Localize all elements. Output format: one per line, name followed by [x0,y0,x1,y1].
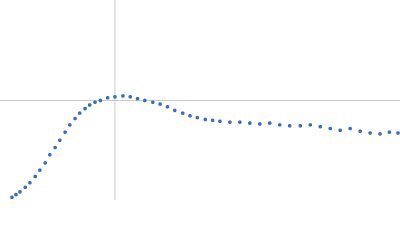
data-point [83,106,87,111]
data-point [165,104,170,109]
data-point [277,123,282,127]
data-point [48,152,52,157]
data-point [10,195,14,200]
data-point [258,122,262,126]
data-point [128,95,133,99]
data-point [58,138,62,143]
data-point [93,100,97,105]
data-point [143,98,147,103]
data-point [358,129,362,134]
data-point [18,190,22,194]
data-point [248,121,252,125]
data-point [195,115,200,120]
data-point [267,121,272,125]
data-point [328,126,333,131]
data-point [151,100,155,105]
data-point [73,116,77,121]
data-point [287,123,292,128]
data-point [63,130,67,134]
data-point [38,168,42,172]
data-point [338,128,342,133]
data-point [203,117,208,122]
data-point [368,131,372,135]
data-point [348,126,352,131]
data-point [218,119,222,124]
data-point [172,108,177,113]
data-point [87,103,92,107]
data-point [53,145,57,150]
data-point [210,118,215,123]
data-point [180,111,185,115]
data-point [318,124,323,129]
data-point [308,123,313,127]
data-point [23,185,28,190]
data-point [43,161,47,165]
data-point [396,131,400,135]
data-point [228,120,232,124]
data-point [33,174,38,179]
data-point [98,98,103,103]
data-point [298,123,303,128]
data-point [67,123,72,127]
data-point [121,94,125,98]
data-point [77,111,82,115]
data-point [158,102,162,106]
data-point [105,95,110,100]
data-point [28,181,32,185]
data-point [387,130,392,134]
data-point [113,95,117,99]
data-point [188,114,192,118]
data-point [135,96,140,101]
data-point [238,120,242,124]
data-point [378,132,382,136]
chart [0,0,400,200]
data-point [14,192,18,197]
